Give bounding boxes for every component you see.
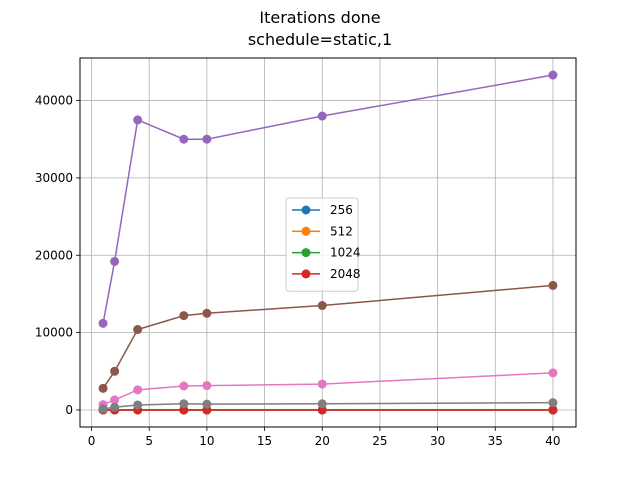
legend-swatch-marker <box>301 248 311 258</box>
x-tick-label: 15 <box>257 434 272 448</box>
data-point <box>202 399 212 409</box>
y-tick-label: 20000 <box>35 248 73 262</box>
data-point <box>133 385 143 395</box>
legend-label: 512 <box>330 224 353 238</box>
data-point <box>110 366 120 376</box>
legend-label: 1024 <box>330 246 361 260</box>
chart-subtitle: schedule=static,1 <box>248 30 392 49</box>
plot-area-frame <box>79 57 577 428</box>
data-point <box>202 134 212 144</box>
axis-ticks: 0 5 10 15 20 25 30 35 40 0 10000 20000 30000 40000 <box>35 94 561 448</box>
data-point <box>317 379 327 389</box>
data-point <box>110 256 120 266</box>
legend-swatch-marker <box>301 269 311 279</box>
data-point <box>98 318 108 328</box>
x-tick-label: 0 <box>88 434 96 448</box>
data-point <box>133 115 143 125</box>
series-unnamed-6 <box>98 368 558 410</box>
series-unnamed-7 <box>98 398 558 414</box>
x-tick-label: 5 <box>145 434 153 448</box>
legend-swatch-marker <box>301 205 311 215</box>
series-unnamed-5 <box>98 280 558 393</box>
legend-label: 256 <box>330 203 353 217</box>
x-tick-label: 20 <box>315 434 330 448</box>
x-tick-label: 35 <box>488 434 503 448</box>
y-tick-label: 40000 <box>35 94 73 108</box>
data-point <box>98 383 108 393</box>
data-point <box>202 381 212 391</box>
data-point <box>98 404 108 414</box>
x-tick-label: 25 <box>372 434 387 448</box>
data-point <box>179 311 189 321</box>
x-tick-label: 10 <box>199 434 214 448</box>
series-layer <box>98 70 558 415</box>
y-tick-label: 10000 <box>35 326 73 340</box>
x-tick-label: 40 <box>545 434 560 448</box>
data-point <box>317 301 327 311</box>
data-point <box>179 405 189 415</box>
chart-title: Iterations done <box>259 8 380 27</box>
legend-box <box>285 197 359 292</box>
x-tick-label: 30 <box>430 434 445 448</box>
data-point <box>179 399 189 409</box>
data-point <box>110 395 120 405</box>
data-point <box>548 398 558 408</box>
data-point <box>548 280 558 290</box>
data-point <box>133 400 143 410</box>
data-point <box>202 308 212 318</box>
data-point <box>133 325 143 335</box>
data-point <box>179 381 189 391</box>
data-point <box>548 70 558 80</box>
legend-swatch-marker <box>301 226 311 236</box>
data-point <box>548 368 558 378</box>
series-unnamed-4 <box>98 70 558 328</box>
legend: 256 512 1024 2048 <box>285 197 361 292</box>
data-point <box>317 111 327 121</box>
y-tick-label: 30000 <box>35 171 73 185</box>
data-point <box>548 405 558 415</box>
data-point <box>110 402 120 412</box>
data-point <box>317 399 327 409</box>
data-point <box>317 405 327 415</box>
legend-label: 2048 <box>330 267 361 281</box>
data-point <box>179 134 189 144</box>
y-tick-label: 0 <box>65 403 73 417</box>
